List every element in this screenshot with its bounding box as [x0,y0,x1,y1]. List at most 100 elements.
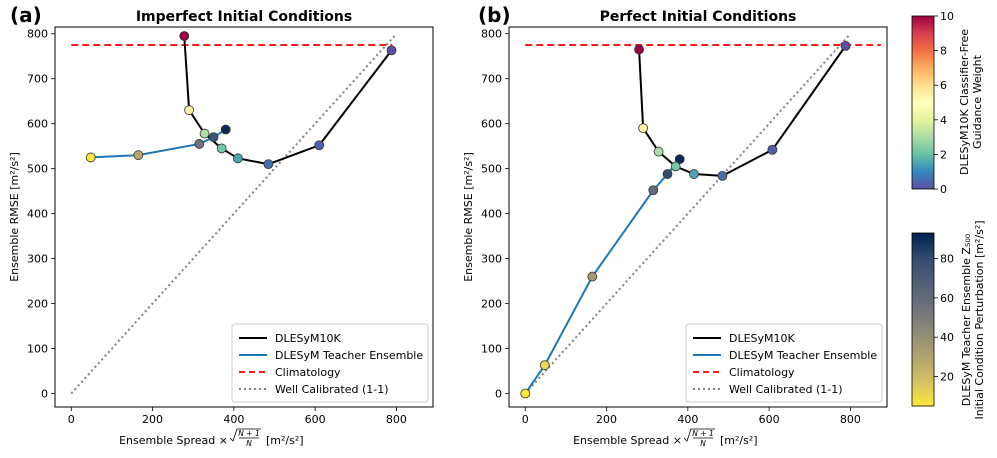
panel-a-legend: DLESyM10K DLESyM Teacher Ensemble Climat… [231,323,429,403]
teacher-ensemble-point [133,150,144,161]
panel-b-legend-teacher: DLESyM Teacher Ensemble [729,349,877,362]
colorbar-tick-label: 8 [940,45,947,58]
panel-b-y-axis-label: Ensemble RMSE [m²/s²] [462,152,475,282]
dlesym10k-point [689,169,699,179]
panel-a-label: (a) [10,3,42,27]
y-tick-label: 500 [481,163,502,176]
panel-b-legend-climatology: Climatology [729,366,795,379]
panel-a-legend-calibrated: Well Calibrated (1-1) [275,383,389,396]
teacher-ensemble-point [85,152,96,163]
y-tick-label: 600 [27,118,48,131]
panel-a-xlabel-fraction-num: N + 1 [238,429,259,438]
teacher-ensemble-point [520,388,531,399]
y-tick-label: 400 [481,208,502,221]
panel-a-x-ticks: 0 200 400 600 800 [68,407,407,426]
panel-b-xlabel-main: Ensemble Spread × [573,434,682,447]
colorbar-tick-label: 40 [940,331,954,344]
panel-b-legend-box [685,323,883,403]
teacher-ensemble-line [524,158,681,395]
colorbar-perturbation-bar [911,232,935,407]
colorbar-tick-label: 10 [940,10,954,23]
teacher-ensemble-point [648,185,659,196]
panel-a-sqrt-symbol [229,428,261,442]
y-tick-label: 0 [495,388,502,401]
panel-a-legend-dlesym10k: DLESyM10K [275,332,342,345]
colorbar-cfg-label-line1: DLESyM10K Classifier-Free [958,29,971,175]
x-tick-label: 600 [759,413,780,426]
colorbar-perturbation-ticks: 20 40 60 80 [934,253,954,384]
teacher-ensemble-point [587,271,598,282]
y-tick-label: 700 [27,73,48,86]
colorbar-cfg-label-line2: Guidance Weight [971,54,984,149]
y-tick-label: 800 [27,28,48,41]
teacher-ensemble-point [539,360,550,371]
dlesym10k-point [199,128,210,139]
panel-a-xlabel-units: [m²/s²] [266,434,304,447]
x-tick-label: 0 [68,413,75,426]
dlesym10k-point [216,143,227,154]
calibrated-line [70,33,398,395]
colorbar-perturbation-label-line2: Initial Condition Perturbation [m²/s²] [973,220,986,419]
dlesym10k-point [840,40,851,51]
y-tick-label: 500 [27,163,48,176]
dlesym10k-point [634,44,644,55]
x-tick-label: 200 [596,413,617,426]
panel-b-xlabel-fraction-den: N [700,439,706,448]
panel-b-sqrt-symbol [683,428,715,442]
dlesym10k-point [263,159,274,170]
panel-a-y-axis-label: Ensemble RMSE [m²/s²] [8,152,21,282]
panel-b-x-ticks: 0 200 400 600 800 [522,407,861,426]
y-tick-label: 300 [481,253,502,266]
y-tick-label: 700 [481,73,502,86]
y-tick-label: 400 [27,208,48,221]
panel-b-xlabel-units: [m²/s²] [720,434,758,447]
dlesym10k-point [386,45,397,56]
colorbar-tick-label: 6 [940,79,947,92]
y-tick-label: 200 [27,298,48,311]
colorbar-perturbation: 20 40 60 80 DLESyM Teacher Ensemble Z₅₀₀ In… [911,220,986,420]
y-tick-label: 600 [481,118,502,131]
dlesym10k-point [653,146,664,157]
dlesym10k-line [638,45,847,177]
x-tick-label: 800 [840,413,861,426]
panel-a-xlabel-main: Ensemble Spread × [119,434,228,447]
y-tick-label: 200 [481,298,502,311]
x-tick-label: 200 [142,413,163,426]
y-tick-label: 800 [481,28,502,41]
panel-b-points [520,40,851,399]
panel-b: (b) Perfect Initial Conditions 0 200 400 60… [462,3,888,448]
colorbar-tick-label: 20 [940,371,954,384]
colorbar-tick-label: 60 [940,292,954,305]
panel-a-legend-climatology: Climatology [275,366,341,379]
dlesym10k-point [717,170,728,181]
colorbar-cfg-bar [911,15,935,190]
x-tick-label: 400 [677,413,698,426]
panel-b-title: Perfect Initial Conditions [600,9,797,25]
panel-b-label: (b) [478,3,511,27]
colorbar-tick-label: 80 [940,253,954,266]
colorbar-tick-label: 0 [940,183,947,196]
y-tick-label: 300 [27,253,48,266]
panel-a-y-ticks: 0 100 200 300 400 500 600 700 800 [27,28,55,401]
colorbar-tick-label: 2 [940,148,947,161]
dlesym10k-point [184,105,195,116]
panel-b-legend: DLESyM10K DLESyM Teacher Ensemble Climat… [685,323,883,403]
dlesym10k-point [233,153,243,164]
calibrated-line [524,33,852,395]
x-tick-label: 600 [305,413,326,426]
panel-a-title: Imperfect Initial Conditions [136,9,352,25]
teacher-ensemble-point [220,124,231,135]
colorbar-cfg-ticks: 0 2 4 6 8 10 [934,10,954,196]
dlesym10k-point [314,140,325,151]
panel-b-xlabel-fraction-num: N + 1 [692,429,713,438]
panel-b-y-ticks: 0 100 200 300 400 500 600 700 800 [481,28,509,401]
panel-a-legend-teacher: DLESyM Teacher Ensemble [275,349,423,362]
teacher-ensemble-point [208,132,219,143]
dlesym10k-point [179,31,190,41]
dlesym10k-point [767,144,778,155]
panel-b-axes-frame [508,26,888,408]
panel-b-legend-dlesym10k: DLESyM10K [729,332,796,345]
y-tick-label: 0 [41,388,48,401]
dlesym10k-point [638,123,649,134]
